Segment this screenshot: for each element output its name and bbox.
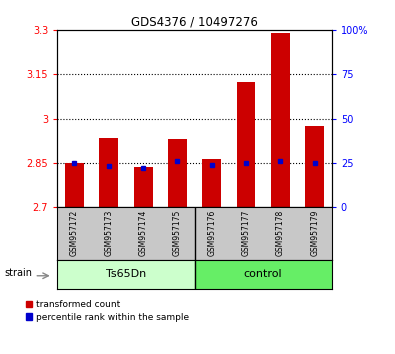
Title: GDS4376 / 10497276: GDS4376 / 10497276 — [131, 16, 258, 29]
Text: Ts65Dn: Ts65Dn — [106, 269, 146, 279]
Bar — [168, 139, 187, 207]
Text: control: control — [244, 269, 282, 279]
Bar — [57, 260, 195, 289]
Legend: transformed count, percentile rank within the sample: transformed count, percentile rank withi… — [24, 298, 191, 324]
Text: GSM957177: GSM957177 — [241, 210, 250, 256]
Bar — [65, 164, 84, 207]
Bar — [195, 260, 349, 289]
Bar — [202, 159, 221, 207]
Bar — [271, 33, 290, 207]
Text: GSM957173: GSM957173 — [104, 210, 113, 256]
Bar — [237, 82, 256, 207]
Text: GSM957178: GSM957178 — [276, 210, 285, 256]
Bar — [134, 167, 152, 207]
Text: GSM957172: GSM957172 — [70, 210, 79, 256]
Text: strain: strain — [5, 268, 32, 278]
Text: GSM957174: GSM957174 — [139, 210, 148, 256]
Text: GSM957175: GSM957175 — [173, 210, 182, 256]
Text: GSM957179: GSM957179 — [310, 210, 319, 256]
Bar — [99, 138, 118, 207]
Text: GSM957176: GSM957176 — [207, 210, 216, 256]
Bar — [305, 126, 324, 207]
